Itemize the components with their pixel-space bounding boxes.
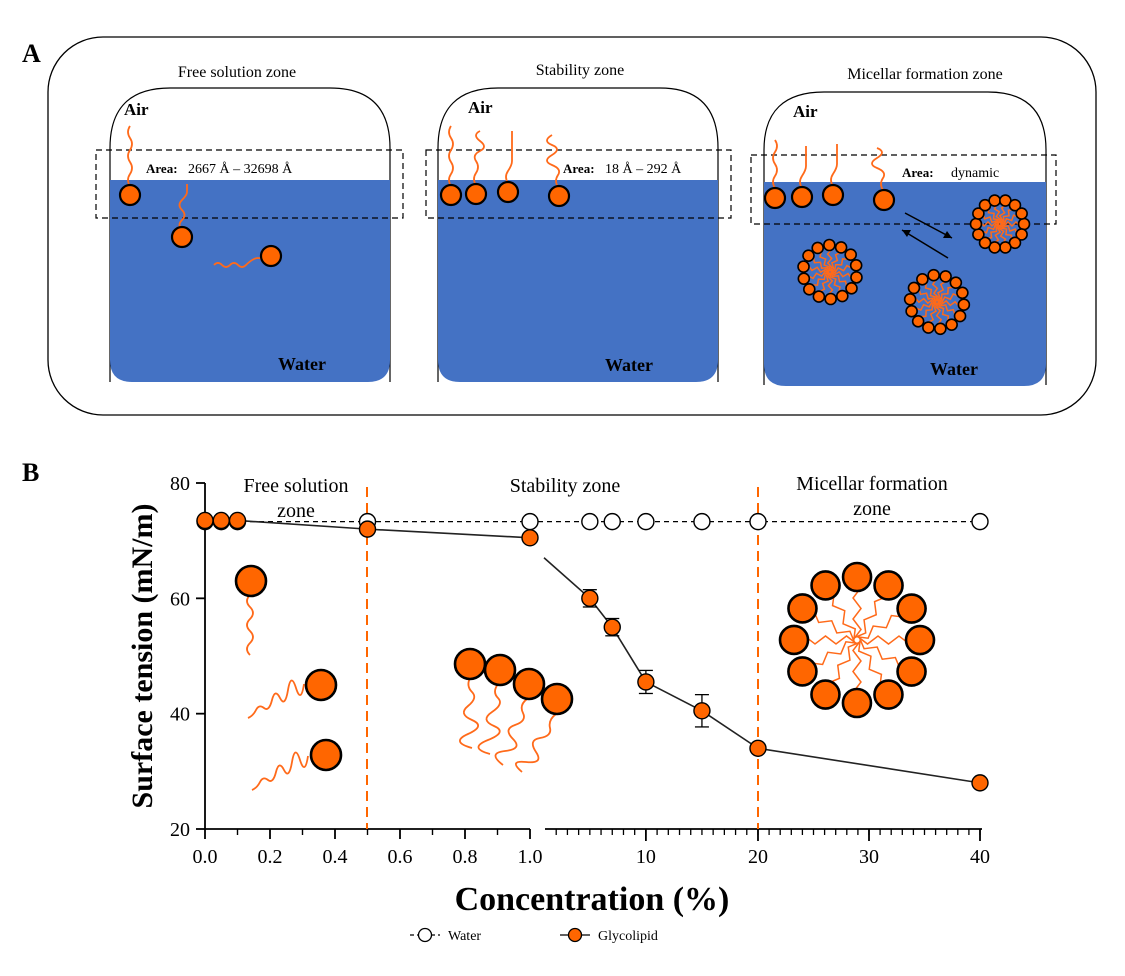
interface-box — [750, 154, 1057, 225]
x-tick-label: 20 — [748, 846, 768, 868]
data-point-glycolipid — [228, 511, 247, 530]
data-point-glycolipid — [581, 589, 599, 608]
panel-b-label: B — [22, 458, 39, 487]
data-point-water — [581, 512, 599, 531]
panel-a-label: A — [22, 39, 41, 68]
data-point-water — [637, 512, 655, 531]
micelle — [778, 561, 936, 719]
x-tick-label: 0.6 — [388, 846, 413, 868]
zone-micellar: Micellar formation zone Air Water Area: … — [750, 66, 1057, 386]
y-tick-label: 20 — [170, 819, 190, 841]
data-point-water — [521, 512, 539, 531]
data-point-glycolipid — [603, 618, 621, 636]
micelle — [797, 238, 863, 306]
data-point-glycolipid — [749, 739, 767, 757]
water-region — [110, 180, 390, 382]
x-tick-label: 0.2 — [258, 846, 283, 868]
x-tick-label: 40 — [970, 846, 990, 868]
zone-stability: Stability zone Air Water Area: 18 Å – 29… — [425, 62, 732, 382]
y-tick-label: 60 — [170, 588, 190, 610]
x-axis-title: Concentration (%) — [455, 881, 730, 918]
illustration-stability-cluster — [453, 647, 574, 773]
illustration-free-molecules — [234, 564, 343, 791]
data-point-glycolipid — [971, 774, 989, 792]
micelle — [797, 194, 1031, 336]
data-point-glycolipid — [358, 520, 377, 538]
interface-box — [425, 149, 732, 219]
air-label: Air — [124, 100, 149, 119]
zone-free-solution: Free solution zone Air Water Area: 2667 … — [95, 64, 404, 382]
data-point-glycolipid — [521, 529, 539, 547]
legend-marker-water — [417, 927, 433, 943]
x-tick-label: 0.8 — [453, 846, 478, 868]
data-point-glycolipid — [212, 511, 230, 530]
interface-box — [95, 149, 404, 219]
zone-label-micellar-2: zone — [853, 498, 891, 520]
area-label: Area: — [146, 161, 178, 176]
legend-marker-glycolipid — [567, 927, 583, 943]
x-tick-label: 0.0 — [193, 846, 218, 868]
water-region — [438, 180, 718, 382]
zone-label-micellar-1: Micellar formation — [796, 473, 948, 495]
data-point-glycolipid — [637, 673, 655, 691]
y-tick-label: 40 — [170, 704, 190, 726]
x-tick-label: 10 — [636, 846, 656, 868]
air-label: Air — [793, 102, 818, 121]
y-tick-label: 80 — [170, 473, 190, 495]
legend-label-water: Water — [448, 929, 481, 944]
data-point-water — [603, 512, 621, 531]
data-point-water — [693, 512, 711, 531]
x-tick-label: 30 — [859, 846, 879, 868]
illustration-micelle — [778, 561, 936, 719]
legend-label-glycolipid: Glycolipid — [598, 929, 658, 944]
data-point-water — [971, 512, 989, 531]
air-label: Air — [468, 98, 493, 117]
legend: Water Glycolipid — [410, 927, 658, 944]
micelle — [903, 268, 971, 336]
surface-tension-chart: 20 40 60 80 0.0 0.2 0.4 0.6 0.8 1.0 10 20 30 40 Free… — [126, 473, 990, 944]
zone-3-title: Micellar formation zone — [847, 66, 1003, 83]
area-label: Area: — [902, 165, 934, 180]
x-tick-label: 1.0 — [518, 846, 543, 868]
zone-label-free-2: zone — [277, 500, 315, 522]
x-tick-label: 0.4 — [323, 846, 348, 868]
zone-label-free-1: Free solution — [244, 475, 349, 497]
water-label: Water — [605, 355, 653, 375]
panel-a-frame — [47, 36, 1097, 416]
area-value: 18 Å – 292 Å — [605, 161, 682, 177]
y-axis-title: Surface tension (mN/m) — [126, 504, 159, 809]
area-label: Area: — [563, 161, 595, 176]
water-label: Water — [278, 354, 326, 374]
data-point-glycolipid — [196, 511, 214, 530]
zone-2-title: Stability zone — [536, 62, 624, 79]
water-label: Water — [930, 359, 978, 379]
data-point-glycolipid — [693, 702, 711, 720]
data-point-water — [749, 512, 767, 531]
area-value: 2667 Å – 32698 Å — [188, 161, 293, 177]
zone-1-title: Free solution zone — [178, 64, 296, 81]
micelle — [969, 194, 1031, 254]
zone-label-stability: Stability zone — [510, 475, 621, 497]
area-value: dynamic — [951, 166, 999, 181]
